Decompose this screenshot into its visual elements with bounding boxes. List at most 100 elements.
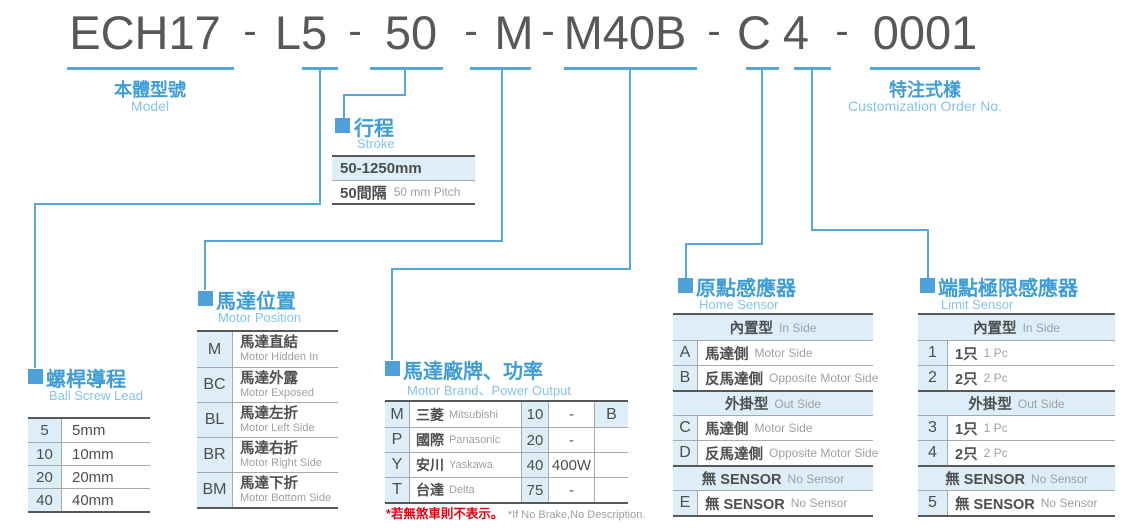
position-zh: 馬達直結 (240, 335, 298, 352)
lead-value: 20mm (72, 468, 114, 486)
sensor-code: 1 (918, 341, 948, 365)
brake-code: B (595, 402, 628, 427)
brand-code: M (385, 402, 410, 427)
brake-note-en: *If No Brake,No Description. (507, 509, 646, 521)
power-value: 400W (549, 453, 595, 477)
table-row: BC 馬達外露 Motor Exposed (197, 367, 338, 402)
sensor-zh: 馬達側 (705, 346, 749, 363)
position-en: Motor Right Side (240, 456, 322, 469)
table-row: 1 1只 1 Pc (918, 340, 1115, 365)
section-marker-icon (385, 361, 400, 376)
position-en: Motor Hidden In (240, 351, 319, 364)
underline-body (67, 67, 234, 70)
sensor-code: 3 (918, 416, 948, 440)
model-segment-stroke: 50 (384, 6, 438, 59)
model-dash: - (541, 9, 555, 53)
stroke-pitch-en: 50 mm Pitch (393, 185, 461, 199)
stroke-pitch-zh: 50間隔 (340, 184, 387, 202)
position-zh: 馬達左折 (240, 405, 298, 422)
table-group-header: 無 SENSOR No Sensor (918, 465, 1115, 490)
underline-stroke (370, 67, 443, 70)
lead-value: 5mm (72, 422, 106, 439)
motor-brand-title-zh: 馬達廠牌、功率 (403, 361, 543, 383)
sensor-zh: 反馬達側 (705, 446, 763, 463)
group-header-zh: 無 SENSOR (945, 472, 1026, 488)
power-value: - (549, 478, 595, 502)
section-marker-icon (678, 278, 693, 293)
table-row: 10 10mm (28, 442, 150, 465)
connector-brand (391, 268, 631, 270)
model-dash: - (348, 9, 362, 53)
sensor-en: No Sensor (1040, 496, 1098, 510)
position-code: M (197, 332, 233, 367)
motor-brand-table: M 三菱 Mitsubishi 10 - B P 國際 Panasonic 20 -… (385, 400, 628, 504)
model-segment-body: ECH17 (69, 6, 221, 59)
table-row: 40 40mm (28, 488, 150, 511)
ball-screw-lead-title-zh: 螺桿導程 (46, 369, 126, 391)
sensor-code: 4 (918, 441, 948, 465)
power-code: 10 (522, 402, 549, 427)
table-row: 50-1250mm (332, 157, 475, 180)
model-segment-home-sensor: C (737, 6, 771, 59)
limit-sensor-title-zh: 端點極限感應器 (938, 278, 1078, 300)
brand-code: Y (385, 453, 410, 477)
connector-limit-sensor (811, 67, 813, 231)
lead-value: 10mm (72, 445, 114, 463)
brake-code (595, 478, 628, 502)
model-segment-custom-no: 0001 (872, 6, 978, 59)
sensor-code: B (673, 366, 698, 390)
group-header-en: In Side (779, 320, 817, 335)
connector-lead (34, 203, 36, 368)
brake-note: *若無煞車則不表示。 *If No Brake,No Description. (386, 503, 645, 523)
table-group-header: 內置型 In Side (673, 315, 873, 340)
power-code: 75 (522, 478, 549, 502)
sensor-code: 2 (918, 366, 948, 390)
brand-zh: 三菱 (416, 406, 444, 423)
motor-brand-title-en: Motor Brand、Power Output (407, 383, 572, 398)
table-row: BM 馬達下折 Motor Bottom Side (197, 472, 338, 507)
group-header-en: Out Side (774, 396, 822, 411)
brand-zh: 國際 (416, 432, 444, 448)
position-zh: 馬達右折 (240, 440, 298, 457)
label-model-en: Model (130, 98, 170, 114)
table-group-header: 無 SENSOR No Sensor (673, 465, 873, 490)
connector-brand (391, 268, 393, 360)
table-row: 5 5mm (28, 419, 150, 442)
limit-sensor-title-en: Limit Sensor (941, 297, 1014, 312)
brand-zh: 台達 (416, 482, 444, 498)
sensor-zh: 1只 (955, 346, 978, 363)
brake-code (595, 428, 628, 452)
stroke-range: 50-1250mm (340, 160, 422, 177)
sensor-en: 1 Pc (983, 421, 1008, 435)
position-code: BL (197, 403, 233, 437)
sensor-zh: 2只 (955, 371, 978, 388)
sensor-code: D (673, 441, 698, 465)
power-value: - (549, 428, 595, 452)
brake-code (595, 453, 628, 477)
connector-home-sensor (761, 67, 763, 245)
table-group-header: 外掛型 Out Side (918, 390, 1115, 415)
sensor-en: 2 Pc (983, 371, 1008, 385)
model-segment-brand: M40B (563, 6, 687, 59)
model-dash: - (835, 9, 849, 53)
group-header-en: In Side (1022, 320, 1060, 335)
group-header-en: No Sensor (787, 471, 845, 486)
connector-position (204, 240, 206, 290)
table-row: C 馬達側 Motor Side (673, 415, 873, 440)
limit-sensor-table: 內置型 In Side 1 1只 1 Pc 2 2只 2 Pc 外掛型 Out Si… (918, 313, 1115, 517)
connector-brand (629, 67, 631, 270)
table-row: T 台達 Delta 75 - (385, 477, 628, 502)
connector-limit-sensor (811, 229, 929, 231)
sensor-en: Opposite Motor Side (769, 446, 879, 460)
ball-screw-lead-table: 5 5mm 10 10mm 20 20mm 40 40mm (28, 417, 150, 513)
sensor-en: 1 Pc (983, 346, 1008, 360)
connector-stroke (404, 67, 406, 96)
table-row: 50間隔 50 mm Pitch (332, 180, 475, 203)
label-model-zh: 本體型號 (114, 80, 186, 100)
table-row: BL 馬達左折 Motor Left Side (197, 402, 338, 437)
power-code: 20 (522, 428, 549, 452)
position-zh: 馬達下折 (240, 475, 298, 492)
brake-note-zh: *若無煞車則不表示。 (386, 507, 504, 521)
position-en: Motor Bottom Side (240, 491, 332, 504)
power-code: 40 (522, 453, 549, 477)
